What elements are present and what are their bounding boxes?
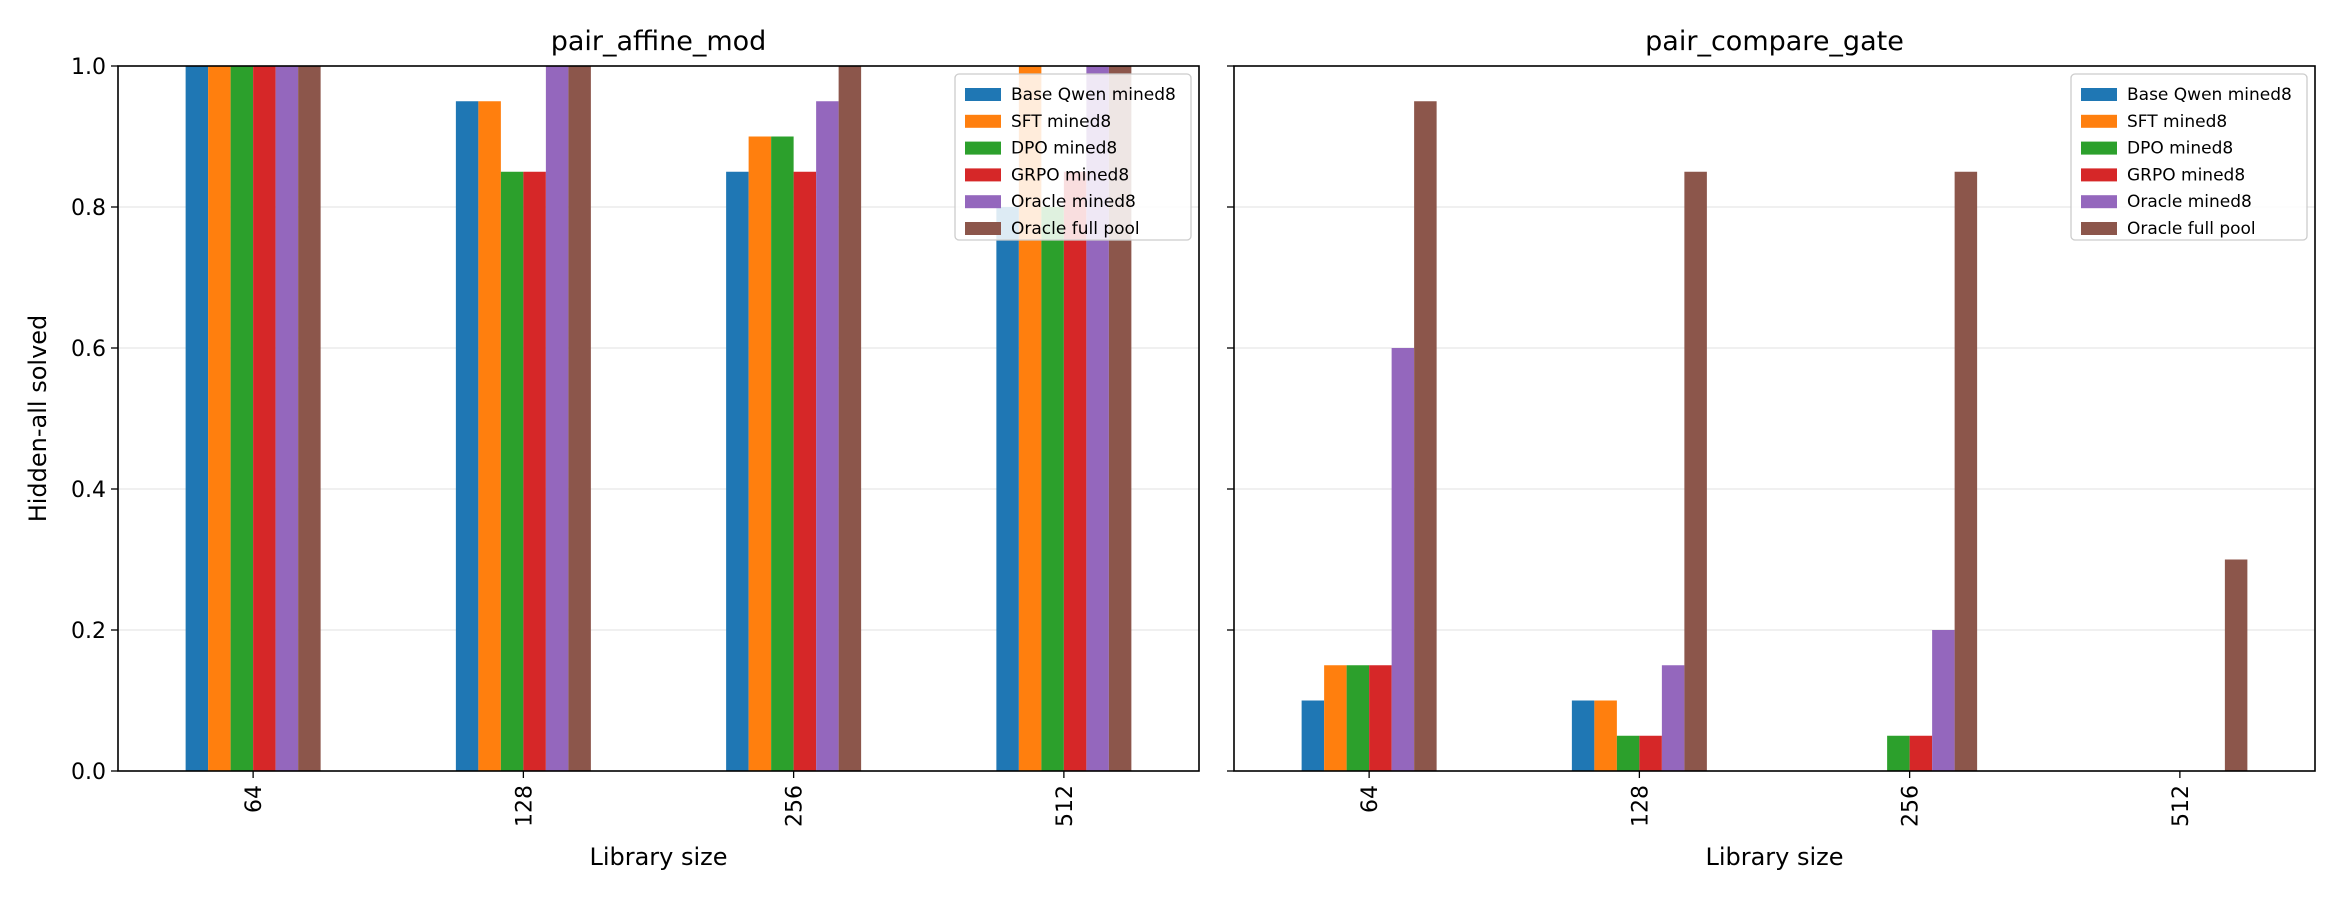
x-tick-label: 512 bbox=[2169, 785, 2194, 827]
bar bbox=[523, 171, 546, 771]
bar bbox=[230, 66, 254, 771]
bar bbox=[455, 101, 479, 771]
legend-label: Oracle mined8 bbox=[2127, 192, 2252, 212]
legend-label: SFT mined8 bbox=[2127, 112, 2227, 132]
bar bbox=[748, 136, 772, 771]
bar bbox=[1571, 700, 1595, 771]
y-tick-label: 1.0 bbox=[71, 55, 106, 80]
bar bbox=[253, 66, 276, 771]
bar bbox=[1063, 171, 1087, 771]
legend-swatch bbox=[2081, 168, 2117, 182]
bar bbox=[793, 171, 817, 771]
bar bbox=[771, 136, 794, 771]
legend-label: GRPO mined8 bbox=[1011, 165, 1129, 185]
legend-swatch bbox=[965, 195, 1001, 209]
bar bbox=[726, 171, 749, 771]
x-tick-label: 128 bbox=[1628, 785, 1653, 827]
y-axis-label: Hidden-all solved bbox=[24, 315, 52, 523]
bar bbox=[500, 171, 524, 771]
y-tick-label: 0.0 bbox=[71, 760, 106, 785]
x-tick-label: 512 bbox=[1053, 785, 1078, 827]
y-tick-label: 0.8 bbox=[71, 196, 106, 221]
legend-swatch bbox=[965, 141, 1001, 155]
bar bbox=[1346, 665, 1370, 771]
legend-label: DPO mined8 bbox=[2127, 139, 2233, 159]
legend-swatch bbox=[2081, 88, 2117, 101]
bar bbox=[1594, 700, 1617, 771]
bar bbox=[1661, 665, 1685, 771]
bar bbox=[1414, 101, 1437, 771]
bar bbox=[1301, 700, 1325, 771]
bar bbox=[1324, 665, 1347, 771]
x-tick-label: 256 bbox=[783, 785, 808, 827]
legend-swatch bbox=[2081, 114, 2117, 128]
bar bbox=[838, 66, 862, 771]
chart-title: pair_compare_gate bbox=[1645, 26, 1904, 57]
legend-swatch bbox=[965, 222, 1001, 235]
x-axis-label: Library size bbox=[1705, 843, 1843, 871]
chart-title: pair_affine_mod bbox=[551, 26, 767, 57]
legend-label: DPO mined8 bbox=[1011, 139, 1117, 159]
legend-swatch bbox=[965, 114, 1001, 128]
legend-label: GRPO mined8 bbox=[2127, 165, 2245, 185]
bar bbox=[208, 66, 231, 771]
bar bbox=[1018, 66, 1042, 771]
bar bbox=[1639, 735, 1662, 771]
legend-label: Base Qwen mined8 bbox=[1011, 85, 1176, 105]
legend-box bbox=[954, 73, 1192, 241]
bar bbox=[1369, 665, 1392, 771]
legend-label: Oracle full pool bbox=[1011, 219, 1140, 239]
y-tick-label: 0.6 bbox=[71, 337, 106, 362]
bar bbox=[1932, 630, 1955, 771]
legend-label: SFT mined8 bbox=[1011, 112, 1111, 132]
bar bbox=[275, 66, 299, 771]
bar bbox=[1887, 735, 1910, 771]
legend-label: Base Qwen mined8 bbox=[2127, 85, 2292, 105]
y-tick-label: 0.2 bbox=[71, 619, 106, 644]
legend-label: Oracle mined8 bbox=[1011, 192, 1136, 212]
bar bbox=[1041, 207, 1064, 771]
legend-box bbox=[2070, 73, 2308, 241]
bar bbox=[2224, 559, 2248, 771]
bar bbox=[1954, 171, 1978, 771]
chart-panel-1: 0.0 0.2 0.4 0.6 0.8 1.0 64 128 256 512 pair_affine… bbox=[24, 26, 1200, 871]
legend-swatch bbox=[965, 88, 1001, 101]
bar bbox=[1684, 171, 1707, 771]
legend-swatch bbox=[2081, 141, 2117, 155]
bar bbox=[1616, 735, 1640, 771]
legend-swatch bbox=[965, 168, 1001, 182]
bar bbox=[1909, 735, 1933, 771]
bar bbox=[298, 66, 321, 771]
plot-frame bbox=[117, 65, 1200, 772]
x-tick-label: 256 bbox=[1899, 785, 1924, 827]
bar bbox=[1086, 66, 1109, 771]
chart-panel-2: 64 128 256 512 pair_compare_gate Library size… bbox=[1227, 26, 2316, 871]
bar bbox=[545, 66, 569, 771]
bar bbox=[478, 101, 501, 771]
x-axis-label: Library size bbox=[589, 843, 727, 871]
bar bbox=[816, 101, 839, 771]
plot-frame bbox=[1233, 65, 2316, 772]
bar bbox=[568, 66, 591, 771]
legend-swatch bbox=[2081, 195, 2117, 209]
x-tick-label: 128 bbox=[512, 785, 537, 827]
legend-swatch bbox=[2081, 222, 2117, 235]
x-tick-label: 64 bbox=[242, 785, 267, 813]
bar bbox=[185, 66, 209, 771]
legend: Base Qwen mined8 SFT mined8 DPO mined8 GRPO… bbox=[2070, 73, 2308, 241]
bar bbox=[1108, 66, 1132, 771]
legend: Base Qwen mined8 SFT mined8 DPO mined8 GRPO… bbox=[954, 73, 1192, 241]
legend-label: Oracle full pool bbox=[2127, 219, 2256, 239]
bar bbox=[996, 207, 1019, 771]
bar bbox=[1391, 348, 1415, 771]
x-tick-label: 64 bbox=[1358, 785, 1383, 813]
y-tick-label: 0.4 bbox=[71, 478, 106, 503]
